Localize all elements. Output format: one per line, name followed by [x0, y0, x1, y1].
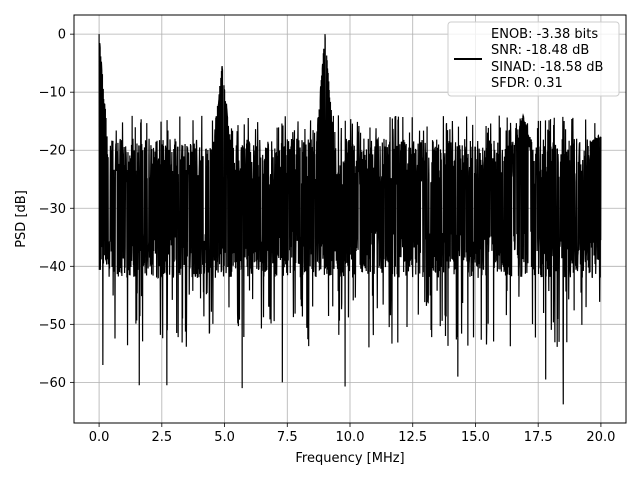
x-tick-label: 20.0	[586, 430, 615, 445]
y-tick-label: −50	[39, 318, 66, 333]
x-tick-label: 15.0	[461, 430, 490, 445]
x-axis-title: Frequency [MHz]	[295, 451, 404, 466]
x-tick-label: 5.0	[214, 430, 235, 445]
y-tick-label: −40	[39, 260, 66, 275]
legend-box	[447, 21, 620, 97]
legend-sinad: SINAD: -18.58 dB	[491, 60, 603, 75]
x-tick-label: 12.5	[398, 430, 427, 445]
y-tick-label: −60	[39, 376, 66, 391]
psd-series-line	[98, 34, 602, 405]
x-tick-label: 2.5	[151, 430, 172, 445]
axis-ticks: 0.0 2.5 5.0 7.5 10.0 12.5 15.0 17.5 20.0 0 −10 −20 −…	[39, 28, 616, 445]
x-tick-label: 0.0	[89, 430, 110, 445]
x-tick-label: 7.5	[277, 430, 298, 445]
psd-series	[98, 34, 602, 405]
legend-snr: SNR: -18.48 dB	[491, 43, 589, 58]
x-tick-label: 17.5	[524, 430, 553, 445]
legend-sfdr: SFDR: 0.31	[491, 76, 563, 91]
y-tick-label: −10	[39, 86, 66, 101]
y-tick-label: 0	[58, 28, 66, 43]
legend: ENOB: -3.38 bits SNR: -18.48 dB SINAD: -…	[447, 21, 620, 97]
x-tick-label: 10.0	[336, 430, 365, 445]
y-tick-label: −30	[39, 202, 66, 217]
y-tick-label: −20	[39, 144, 66, 159]
legend-enob: ENOB: -3.38 bits	[491, 27, 598, 42]
y-axis-title: PSD [dB]	[14, 190, 29, 248]
